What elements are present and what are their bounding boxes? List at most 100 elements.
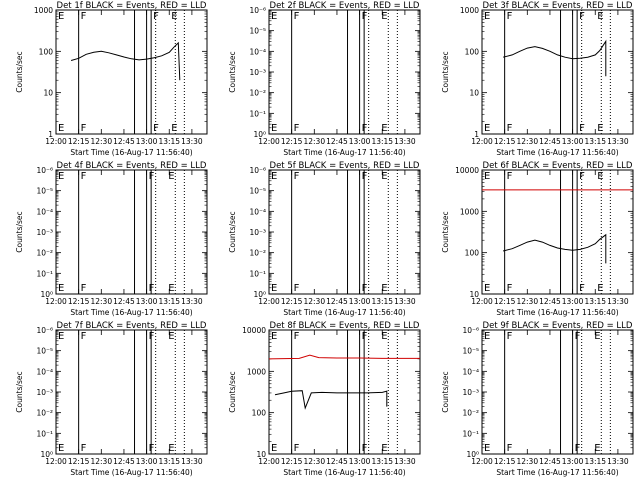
x-tick-label: 12:00 bbox=[471, 457, 493, 466]
x-tick-label: 13:30 bbox=[394, 137, 416, 146]
x-axis-label: Start Time (16-Aug-17 11:56:40) bbox=[70, 308, 192, 317]
flag-label: F bbox=[81, 123, 87, 134]
series-line bbox=[502, 233, 607, 264]
y-tick-label: 10⁰ bbox=[40, 290, 53, 299]
flag-label: F bbox=[579, 123, 585, 134]
x-tick-label: 12:00 bbox=[471, 297, 493, 306]
x-tick-label: 12:00 bbox=[45, 297, 67, 306]
flag-label: F bbox=[149, 171, 155, 182]
series-line bbox=[268, 354, 420, 360]
flag-label: E bbox=[381, 123, 387, 134]
x-tick-label: 12:00 bbox=[258, 297, 280, 306]
x-tick-label: 12:00 bbox=[258, 457, 280, 466]
x-tick-label: 12:45 bbox=[326, 297, 348, 306]
flag-label: F bbox=[579, 171, 585, 182]
flag-label: E bbox=[271, 171, 277, 182]
y-tick-label: 10000 bbox=[455, 166, 479, 175]
flag-label: F bbox=[362, 171, 368, 182]
flag-label: F bbox=[81, 443, 87, 454]
x-axis-label: Start Time (16-Aug-17 11:56:40) bbox=[283, 148, 405, 157]
flag-label: E bbox=[381, 283, 387, 294]
y-tick-label: 10⁰ bbox=[40, 450, 53, 459]
x-axis-label: Start Time (16-Aug-17 11:56:40) bbox=[70, 148, 192, 157]
x-tick-label: 12:15 bbox=[281, 457, 303, 466]
flag-label: E bbox=[597, 123, 603, 134]
y-tick-label: 10⁰ bbox=[253, 130, 266, 139]
y-tick-label: 10⁰ bbox=[253, 290, 266, 299]
flag-label: E bbox=[168, 443, 174, 454]
chart-panel-9: Det 9f BLACK = Events, RED = LLD 10⁰ 10⁻¹ 1… bbox=[441, 321, 634, 477]
flag-label: E bbox=[484, 123, 490, 134]
flag-label: F bbox=[507, 283, 513, 294]
flag-label: F bbox=[149, 331, 155, 342]
x-tick-label: 13:15 bbox=[584, 297, 606, 306]
x-tick-label: 13:30 bbox=[607, 457, 629, 466]
flag-label: E bbox=[171, 11, 177, 22]
x-tick-label: 12:15 bbox=[281, 297, 303, 306]
flag-label: E bbox=[271, 123, 277, 134]
plot-frame bbox=[55, 9, 208, 135]
y-tick-label: 1000 bbox=[460, 207, 479, 216]
x-tick-label: 12:15 bbox=[494, 137, 516, 146]
y-tick-label: 100 bbox=[39, 47, 54, 56]
y-tick-label: 10⁻⁴ bbox=[36, 207, 53, 216]
flag-label: F bbox=[579, 11, 585, 22]
x-tick-label: 13:30 bbox=[607, 297, 629, 306]
flag-label: E bbox=[484, 283, 490, 294]
x-tick-label: 13:00 bbox=[136, 457, 158, 466]
x-tick-label: 13:30 bbox=[181, 457, 203, 466]
x-tick-label: 13:30 bbox=[394, 457, 416, 466]
chart-title: Det 1f BLACK = Events, RED = LLD bbox=[57, 1, 207, 11]
flag-label: F bbox=[149, 443, 155, 454]
x-tick-label: 13:00 bbox=[562, 297, 584, 306]
x-tick-label: 12:45 bbox=[539, 297, 561, 306]
x-axis-label: Start Time (16-Aug-17 11:56:40) bbox=[70, 468, 192, 477]
flag-label: F bbox=[575, 331, 581, 342]
series-line bbox=[70, 41, 181, 81]
flag-label: F bbox=[294, 171, 300, 182]
flag-label: E bbox=[168, 171, 174, 182]
y-tick-label: 10 bbox=[469, 290, 479, 299]
flag-label: F bbox=[81, 171, 87, 182]
x-tick-label: 12:45 bbox=[113, 297, 135, 306]
flag-label: E bbox=[381, 443, 387, 454]
y-tick-label: 10⁻² bbox=[249, 89, 266, 98]
y-tick-label: 10⁻⁵ bbox=[462, 347, 479, 356]
x-tick-label: 12:15 bbox=[494, 457, 516, 466]
x-tick-label: 13:30 bbox=[181, 297, 203, 306]
flag-label: F bbox=[507, 171, 513, 182]
y-tick-label: 10 bbox=[43, 89, 53, 98]
flag-label: F bbox=[81, 331, 87, 342]
flag-label: E bbox=[381, 331, 387, 342]
y-axis-label: Counts/sec bbox=[441, 51, 450, 92]
flag-label: E bbox=[58, 283, 64, 294]
y-tick-label: 10⁻⁴ bbox=[462, 367, 479, 376]
x-tick-label: 12:00 bbox=[471, 137, 493, 146]
flag-label: F bbox=[362, 11, 368, 22]
x-tick-label: 13:00 bbox=[562, 137, 584, 146]
y-tick-label: 10⁻² bbox=[249, 249, 266, 258]
x-tick-label: 13:15 bbox=[158, 137, 180, 146]
x-axis-label: Start Time (16-Aug-17 11:56:40) bbox=[496, 468, 618, 477]
x-axis-label: Start Time (16-Aug-17 11:56:40) bbox=[283, 308, 405, 317]
x-tick-label: 12:45 bbox=[539, 457, 561, 466]
x-tick-label: 12:30 bbox=[516, 297, 538, 306]
y-tick-label: 1000 bbox=[34, 6, 53, 15]
x-tick-label: 12:30 bbox=[90, 457, 112, 466]
plot-frame bbox=[481, 9, 634, 135]
y-tick-label: 10⁰ bbox=[466, 450, 479, 459]
series-line bbox=[502, 39, 607, 77]
chart-panel-8: Det 8f BLACK = Events, RED = LLD 10 100 100… bbox=[228, 321, 421, 477]
x-tick-label: 13:15 bbox=[158, 297, 180, 306]
flag-label: E bbox=[381, 11, 387, 22]
y-tick-label: 10⁻³ bbox=[36, 228, 53, 237]
flag-label: F bbox=[507, 443, 513, 454]
flag-label: E bbox=[381, 171, 387, 182]
x-tick-label: 12:30 bbox=[303, 457, 325, 466]
y-tick-label: 10⁻⁴ bbox=[36, 367, 53, 376]
flag-label: E bbox=[594, 331, 600, 342]
y-axis-label: Counts/sec bbox=[441, 211, 450, 252]
chart-title: Det 5f BLACK = Events, RED = LLD bbox=[270, 161, 420, 171]
flag-label: F bbox=[153, 11, 159, 22]
flag-label: E bbox=[168, 331, 174, 342]
